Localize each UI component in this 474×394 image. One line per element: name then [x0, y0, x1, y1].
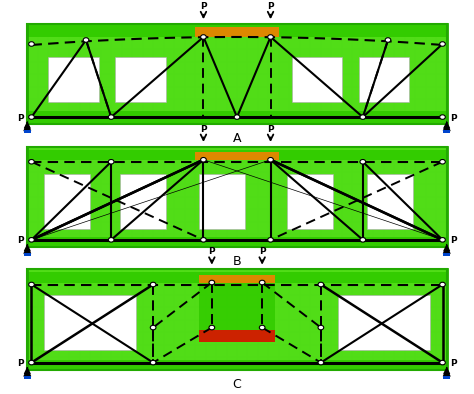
Bar	[195, 152, 279, 160]
Circle shape	[360, 115, 365, 119]
Bar	[199, 174, 246, 229]
Bar	[337, 295, 430, 349]
Circle shape	[201, 238, 206, 242]
Circle shape	[28, 238, 34, 242]
Polygon shape	[24, 124, 31, 131]
Circle shape	[201, 158, 206, 162]
Bar	[27, 24, 447, 124]
Circle shape	[440, 115, 446, 119]
Circle shape	[28, 42, 34, 46]
Bar	[199, 329, 275, 342]
Bar	[367, 174, 413, 229]
Text: P: P	[209, 247, 215, 256]
Bar	[24, 376, 31, 379]
Circle shape	[360, 160, 365, 164]
Circle shape	[150, 325, 156, 330]
Circle shape	[318, 282, 324, 287]
Bar	[292, 57, 342, 102]
Text: P: P	[17, 236, 24, 245]
Text: P: P	[267, 2, 274, 11]
Circle shape	[28, 115, 34, 119]
Circle shape	[109, 238, 114, 242]
Bar	[48, 57, 99, 102]
Circle shape	[109, 160, 114, 164]
Bar	[27, 111, 447, 124]
Bar	[27, 24, 447, 124]
Bar	[27, 150, 447, 160]
Bar	[199, 282, 275, 342]
Bar	[27, 237, 447, 247]
Text: P: P	[200, 125, 207, 134]
Bar	[443, 130, 450, 133]
Bar	[27, 269, 447, 370]
Circle shape	[259, 325, 265, 330]
Bar	[27, 273, 447, 282]
Polygon shape	[443, 370, 450, 376]
Bar	[27, 360, 447, 370]
Polygon shape	[443, 247, 450, 254]
Circle shape	[440, 42, 446, 46]
Bar	[27, 147, 447, 247]
Circle shape	[83, 38, 89, 42]
Circle shape	[318, 325, 324, 330]
Bar	[24, 130, 31, 133]
Circle shape	[150, 282, 156, 287]
Circle shape	[28, 282, 34, 287]
Bar	[27, 24, 447, 124]
Bar	[44, 174, 90, 229]
Bar	[199, 275, 275, 282]
Circle shape	[259, 280, 265, 285]
Bar	[27, 147, 447, 247]
Circle shape	[234, 115, 240, 119]
Circle shape	[268, 158, 273, 162]
Bar	[359, 57, 409, 102]
Text: P: P	[17, 359, 24, 368]
Bar	[195, 27, 279, 37]
Circle shape	[268, 35, 273, 39]
Circle shape	[209, 325, 215, 330]
Text: P: P	[200, 2, 207, 11]
Circle shape	[28, 160, 34, 164]
Bar	[27, 24, 447, 37]
Text: A: A	[233, 132, 241, 145]
Circle shape	[440, 238, 446, 242]
Text: P: P	[450, 113, 457, 123]
Bar	[27, 269, 447, 370]
Circle shape	[440, 160, 446, 164]
Bar	[287, 174, 334, 229]
Text: P: P	[450, 236, 457, 245]
Bar	[443, 253, 450, 256]
Text: P: P	[259, 247, 265, 256]
Bar	[443, 376, 450, 379]
Circle shape	[440, 282, 446, 287]
Polygon shape	[24, 247, 31, 254]
Circle shape	[268, 238, 273, 242]
Circle shape	[150, 361, 156, 365]
Text: P: P	[450, 359, 457, 368]
Polygon shape	[24, 370, 31, 376]
Text: C: C	[233, 378, 241, 391]
Circle shape	[28, 361, 34, 365]
Bar	[24, 253, 31, 256]
Bar	[27, 147, 447, 247]
Text: P: P	[17, 113, 24, 123]
Circle shape	[209, 280, 215, 285]
Text: P: P	[267, 125, 274, 134]
Circle shape	[440, 361, 446, 365]
Bar	[44, 295, 137, 349]
Polygon shape	[443, 124, 450, 131]
Circle shape	[109, 115, 114, 119]
Bar	[27, 269, 447, 370]
Text: B: B	[233, 255, 241, 268]
Bar	[115, 57, 166, 102]
Circle shape	[201, 35, 206, 39]
Circle shape	[385, 38, 391, 42]
Circle shape	[360, 238, 365, 242]
Bar	[119, 174, 166, 229]
Circle shape	[318, 361, 324, 365]
